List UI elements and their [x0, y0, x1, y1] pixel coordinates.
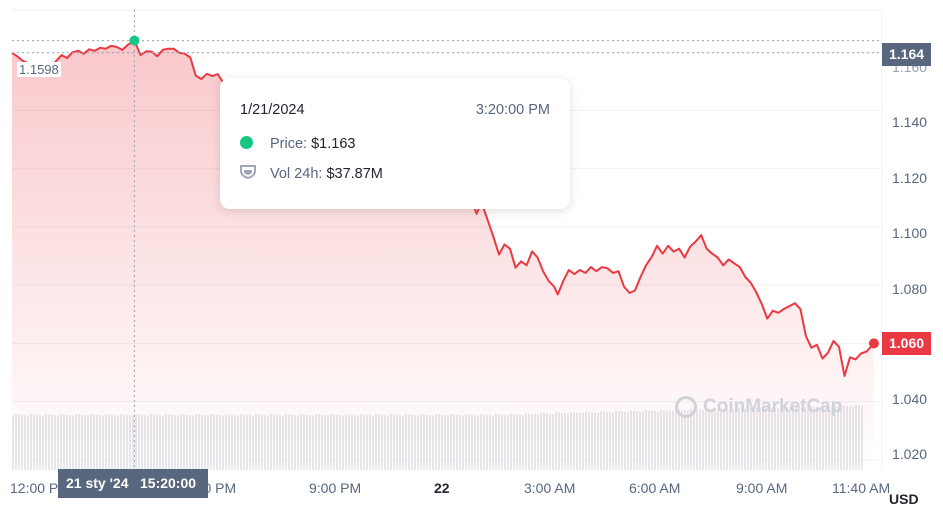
crosshair-date: 21 sty '24	[66, 475, 129, 491]
y-tick-label: 1.120	[892, 170, 928, 186]
watermark: CoinMarketCap	[675, 396, 842, 418]
y-tick-label: 1.020	[892, 446, 928, 462]
crosshair-time-tag: 21 sty '24 15:20:00	[58, 469, 208, 498]
y-tick-label: 1.100	[892, 225, 928, 241]
tooltip-volume-label: Vol 24h:	[270, 166, 323, 182]
watermark-text: CoinMarketCap	[703, 396, 843, 418]
hover-point	[129, 35, 140, 46]
y-tick-label: 1.080	[892, 281, 928, 297]
currency-unit: USD	[889, 491, 919, 507]
tooltip-price-label: Price:	[270, 136, 308, 152]
x-tick-label: 9:00 PM	[309, 480, 362, 496]
hover-price-tag: 1.164	[882, 43, 932, 66]
price-line	[11, 39, 875, 377]
tooltip-volume-value: $37.87M	[326, 166, 383, 182]
current-price-point	[868, 338, 879, 349]
price-dot-icon	[240, 135, 253, 149]
tooltip-time: 3:20:00 PM	[475, 102, 550, 118]
x-tick-label: 12:00 PM	[10, 480, 70, 496]
x-tick-label: 3:00 AM	[524, 480, 576, 496]
tooltip-price-row: Price: $1.163	[240, 135, 356, 152]
x-tick-label: 9:00 AM	[736, 480, 788, 496]
coinmarketcap-logo-icon	[675, 396, 697, 418]
tooltip-price-value: $1.163	[311, 136, 356, 152]
price-tooltip: 1/21/2024 3:20:00 PM Price: $1.163 Vol 2…	[220, 78, 570, 209]
x-tick-label: 6:00 AM	[629, 480, 681, 496]
current-price-tag: 1.060	[882, 332, 932, 355]
volume-icon	[240, 165, 256, 180]
y-tick-label: 1.040	[892, 391, 928, 407]
y-tick-label: 1.140	[892, 114, 928, 130]
x-tick-label: 11:40 AM	[832, 480, 891, 496]
open-price-label: 1.1598	[17, 62, 61, 77]
tooltip-date: 1/21/2024	[240, 102, 305, 118]
x-tick-label: 22	[434, 480, 450, 496]
tooltip-volume-row: Vol 24h: $37.87M	[240, 165, 383, 182]
crosshair-time: 15:20:00	[140, 475, 197, 491]
